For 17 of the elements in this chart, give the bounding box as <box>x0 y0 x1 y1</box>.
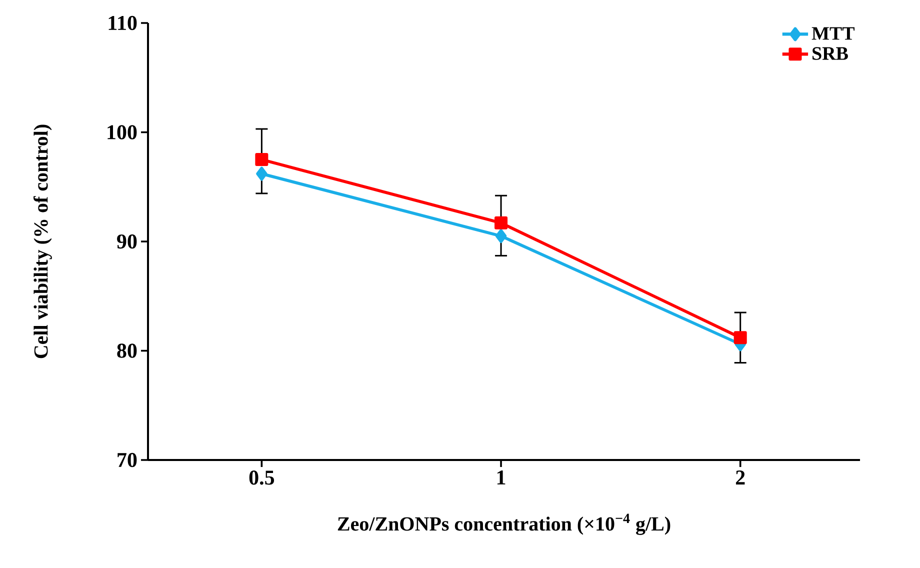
point <box>256 166 268 181</box>
y-tick-label: 110 <box>108 16 137 30</box>
y-tick-label: 70 <box>118 452 137 468</box>
point <box>495 229 507 244</box>
x-axis-title: Zeo/ZnONPs concentration (×10$^{−4}$ g/L) <box>338 514 670 535</box>
y-tick-label: 100 <box>108 125 137 140</box>
point <box>494 216 508 230</box>
legend-label: MTT <box>812 27 855 40</box>
x-tick-label: 2 <box>736 470 745 484</box>
point <box>255 153 268 166</box>
point <box>734 331 747 344</box>
x-tick-label: 0.5 <box>249 470 274 485</box>
legend-label: SRB <box>812 47 848 60</box>
y-tick-label: 80 <box>117 344 137 358</box>
y-axis-title: Cell viability (% of control) <box>34 124 52 358</box>
x-tick-label: 1 <box>497 470 506 484</box>
y-tick-label: 90 <box>117 234 137 249</box>
